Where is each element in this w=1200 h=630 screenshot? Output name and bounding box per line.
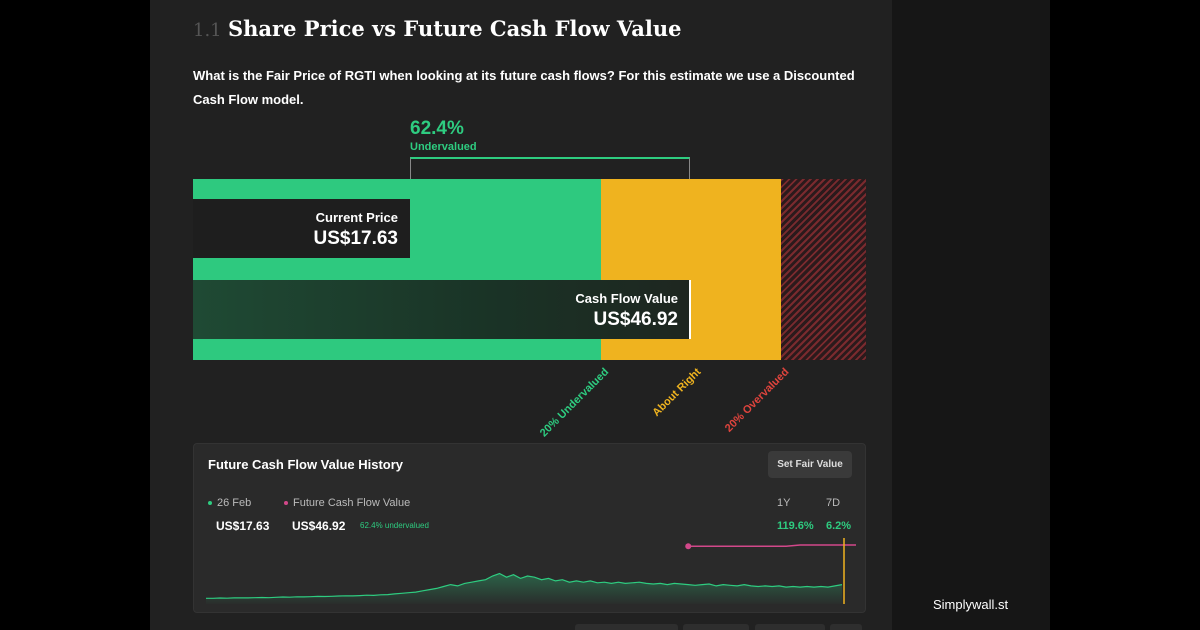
history-title: Future Cash Flow Value History (208, 457, 404, 472)
price-line (206, 572, 843, 599)
section-number: 1.1 (193, 20, 222, 41)
cash-flow-label: Cash Flow Value (575, 291, 678, 306)
legend-fcf-label: Future Cash Flow Value (293, 497, 411, 509)
cash-flow-marker (689, 280, 691, 339)
return-7d: 6.2% (826, 520, 852, 532)
current-price-label: Current Price (315, 210, 398, 225)
bottom-tab-4[interactable] (830, 624, 862, 630)
price-dot-icon (208, 501, 212, 506)
legend-date: 26 Feb (217, 497, 252, 509)
current-price-bar: Current Price US$17.63 (193, 199, 410, 258)
undervalued-percent: 62.4% (410, 118, 464, 139)
history-price: US$17.63 (216, 519, 270, 533)
history-sparkline (206, 538, 856, 604)
history-fcf-note: 62.4% undervalued (360, 521, 429, 530)
legend-fcf: Future Cash Flow Value (284, 497, 410, 509)
bottom-tab-1[interactable] (575, 624, 678, 630)
overvalued-zone (781, 179, 866, 360)
fcf-start-marker (685, 543, 692, 550)
fcf-history-card: Future Cash Flow Value History Set Fair … (193, 443, 866, 613)
history-fcf-value: US$46.92 (292, 519, 346, 533)
section-title: Share Price vs Future Cash Flow Value (228, 16, 682, 41)
side-strip (892, 0, 1050, 630)
period-7d: 7D (826, 497, 841, 509)
section-description: What is the Fair Price of RGTI when look… (193, 68, 855, 107)
set-fair-value-button[interactable]: Set Fair Value (768, 451, 852, 478)
return-1y: 119.6% (777, 520, 814, 532)
gap-bracket (410, 157, 690, 179)
valuation-status: Undervalued (410, 141, 477, 153)
current-price-value: US$17.63 (313, 228, 398, 249)
brand-logo-text: Simplywall.st (933, 597, 1009, 612)
fcf-dot-icon (284, 501, 288, 506)
bottom-tab-2[interactable] (683, 624, 749, 630)
cash-flow-value: US$46.92 (593, 309, 678, 330)
fcf-line (688, 544, 856, 547)
price-area (206, 573, 842, 604)
cash-flow-bar: Cash Flow Value US$46.92 (193, 280, 690, 339)
period-1y: 1Y (777, 497, 791, 509)
bottom-tab-3[interactable] (755, 624, 825, 630)
legend-price: 26 Feb (208, 497, 251, 509)
